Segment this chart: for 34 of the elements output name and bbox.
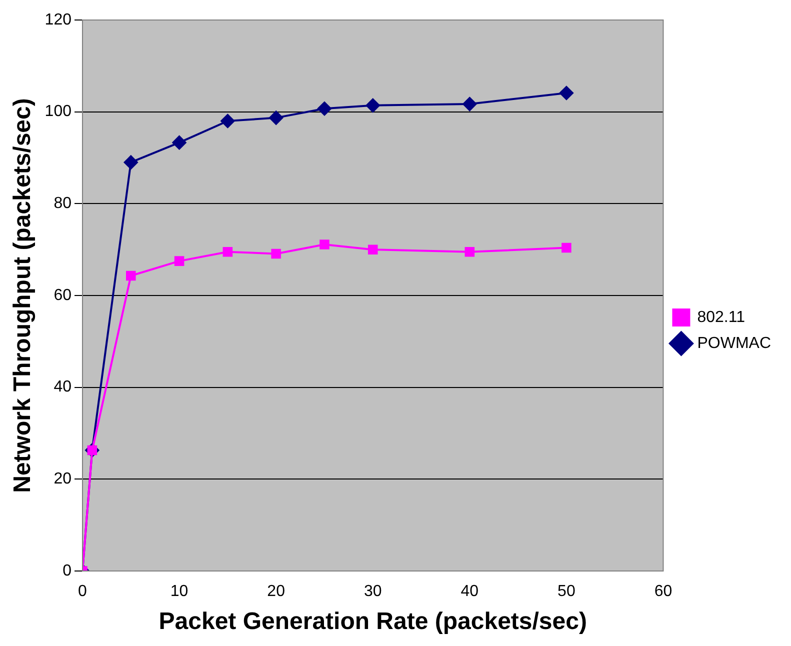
point [174,256,184,266]
point [271,248,281,259]
y-axis-title: Network Throughput (packets/sec) [9,98,36,493]
x-tick-label: 40 [460,583,479,600]
x-tick-label: 50 [558,583,576,600]
point [172,136,186,150]
x-tick-label: 20 [267,583,286,600]
y-tick-label: 80 [54,195,72,212]
y-tick-label: 120 [44,11,72,28]
x-axis-title: Packet Generation Rate (packets/sec) [158,608,587,636]
legend-label: 802.11 [697,308,746,326]
point [126,270,136,281]
x-tick-label: 10 [170,583,188,600]
x-tick-label: 30 [364,583,382,600]
point [464,246,475,257]
point [320,240,330,250]
point [368,244,378,254]
point [559,86,574,100]
point [124,155,138,170]
point [317,102,332,116]
y-tick-label: 100 [44,103,72,120]
x-tick-label: 0 [78,583,88,600]
y-tick-label: 0 [62,562,72,580]
legend-label: POWMAC [697,334,772,352]
y-tick-label: 20 [54,470,72,488]
point [462,97,477,112]
point [269,110,284,125]
y-tick-label: 40 [54,378,72,396]
x-tick-label: 60 [654,583,672,600]
point [562,242,572,253]
point [220,114,235,128]
point [366,98,380,112]
point [222,246,233,257]
y-tick-label: 60 [54,286,72,304]
